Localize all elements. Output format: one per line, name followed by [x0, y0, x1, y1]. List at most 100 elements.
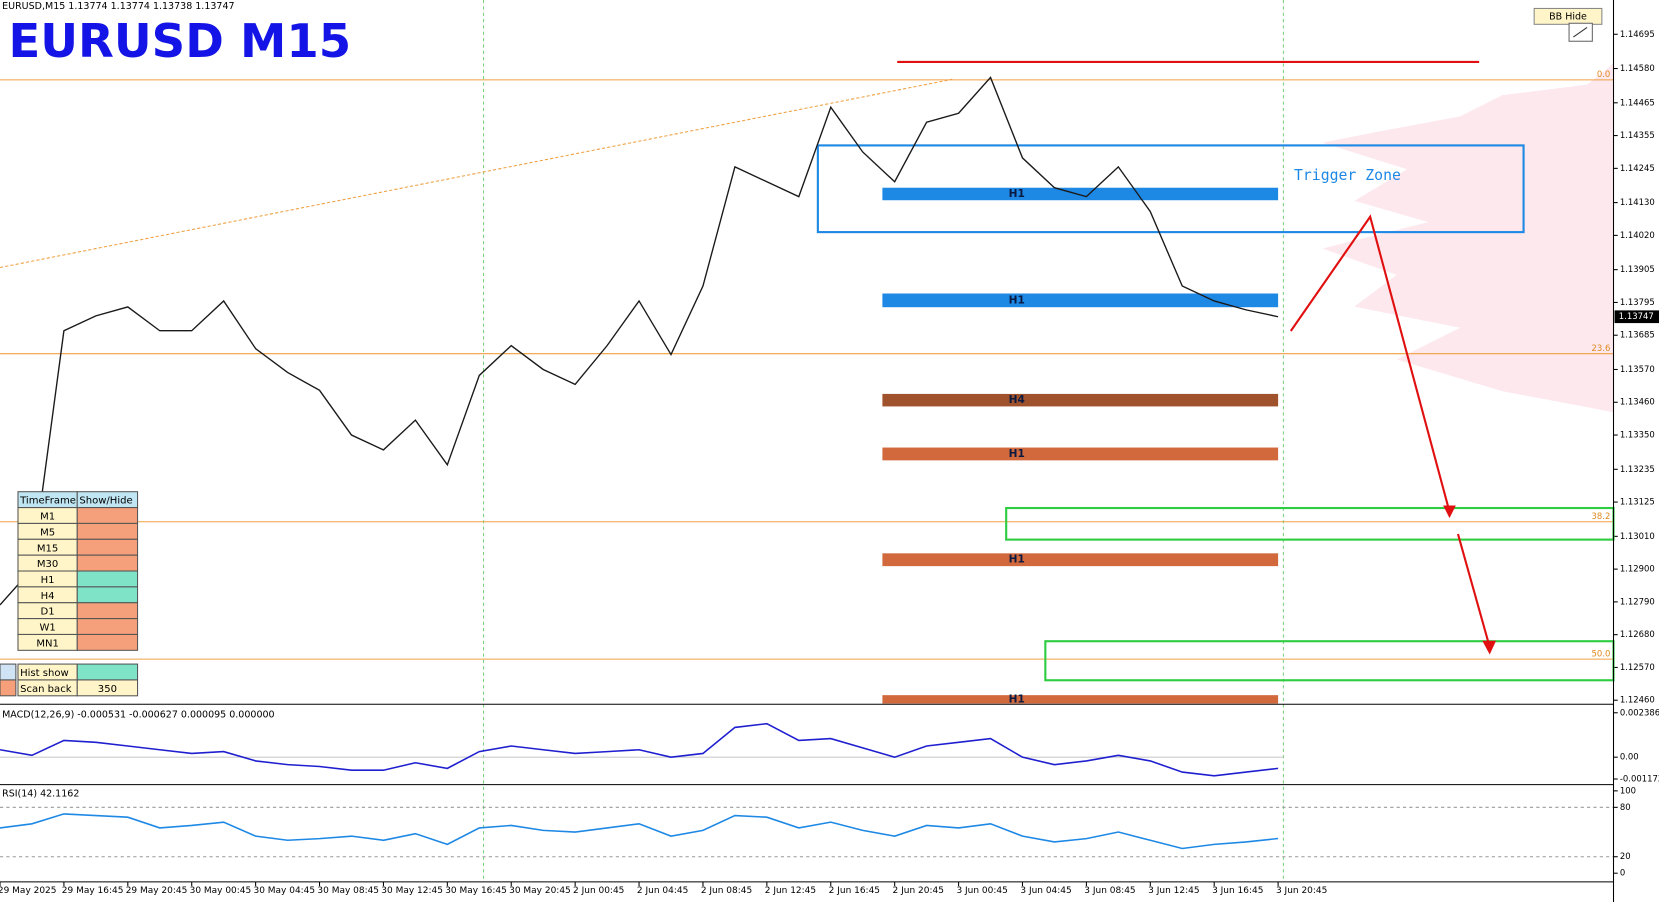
fib-label: 23.6 [1591, 343, 1610, 353]
scan-input[interactable] [76, 679, 139, 697]
zone [882, 393, 1279, 407]
arrow-head [1443, 505, 1456, 519]
table-header-label: TimeFrame [19, 496, 76, 507]
y-tick-label: 1.13460 [1620, 397, 1655, 407]
x-tick-label: 3 Jun 04:45 [1020, 886, 1071, 896]
y-tick-label: 1.13905 [1620, 264, 1655, 274]
x-tick-label: 3 Jun 12:45 [1148, 886, 1199, 896]
toggle-cell[interactable] [76, 554, 139, 572]
y-tick-label: 80 [1620, 802, 1631, 812]
x-tick-label: 3 Jun 16:45 [1212, 886, 1263, 896]
projection-arrow [1289, 214, 1451, 513]
x-tick-label: 30 May 16:45 [445, 886, 507, 896]
timeframe-label: M5 [40, 527, 55, 538]
y-tick-label: 1.12790 [1620, 596, 1655, 606]
timeframe-label: H4 [41, 591, 55, 602]
x-tick-label: 30 May 00:45 [190, 886, 252, 896]
zone-label: H1 [1009, 188, 1025, 200]
rsi-title: RSI(14) 42.1162 [2, 789, 79, 800]
fib-label: 0.0 [1597, 69, 1610, 79]
panel-icon[interactable] [0, 663, 17, 681]
x-tick-label: 29 May 2025 [0, 886, 56, 896]
toggle-cell[interactable] [76, 586, 139, 604]
y-tick-label: 1.14245 [1620, 163, 1655, 173]
zone-label: H1 [1009, 554, 1025, 566]
zone [882, 447, 1279, 461]
toggle-cell[interactable] [76, 570, 139, 588]
zone-label: H1 [1009, 693, 1025, 705]
hist-label: Hist show [20, 668, 69, 679]
last-price-label: 1.13747 [1619, 311, 1654, 321]
timeframe-label: MN1 [36, 638, 59, 649]
projection-arrow [1456, 533, 1491, 648]
x-tick-label: 2 Jun 12:45 [765, 886, 816, 896]
plot-layer: 1.14695 1.14580 1.14465 1.14355 1.14245 1.141… [0, 29, 1659, 896]
zone-label: H1 [1009, 294, 1025, 306]
timeframe-panel: TimeFrame Show/Hide M1 M5 M15 M30 H1 H4 D1 W1 MN1 H… [0, 491, 139, 697]
timeframe-label: H1 [41, 575, 55, 586]
series-line [0, 76, 1279, 606]
timeframe-label: M30 [37, 559, 58, 570]
x-tick-label: 2 Jun 20:45 [893, 886, 944, 896]
y-tick-label: 1.14355 [1620, 130, 1655, 140]
toggle-cell[interactable] [76, 507, 139, 524]
y-tick-label: 1.13570 [1620, 364, 1655, 374]
x-tick-label: 2 Jun 08:45 [701, 886, 752, 896]
scan-value: 350 [98, 684, 117, 695]
y-tick-label: 1.14130 [1620, 197, 1655, 207]
x-tick-label: 3 Jun 20:45 [1276, 886, 1327, 896]
y-tick-label: 100 [1620, 785, 1636, 795]
toggle-cell[interactable] [76, 602, 139, 620]
series-line [0, 813, 1279, 850]
x-tick-label: 2 Jun 16:45 [829, 886, 880, 896]
panel-icon[interactable] [0, 679, 17, 697]
x-tick-label: 30 May 20:45 [509, 886, 571, 896]
y-tick-label: 1.13010 [1620, 531, 1655, 541]
timeframe-label: W1 [39, 623, 55, 634]
macd-title: MACD(12,26,9) -0.000531 -0.000627 0.0000… [2, 709, 274, 720]
y-tick-label: 1.14580 [1620, 63, 1655, 73]
toggle-cell[interactable] [76, 538, 139, 556]
y-tick-label: 1.13350 [1620, 430, 1655, 440]
chart-title: EURUSD M15 [8, 14, 351, 68]
hist-toggle[interactable] [76, 663, 139, 681]
y-tick-label: 1.12570 [1620, 662, 1655, 672]
y-tick-label: 1.13685 [1620, 330, 1655, 340]
y-tick-label: 1.13235 [1620, 464, 1655, 474]
y-tick-label: 1.14020 [1620, 230, 1655, 240]
x-tick-label: 2 Jun 00:45 [573, 886, 624, 896]
trend-line [0, 78, 953, 269]
zone [882, 553, 1279, 567]
x-tick-label: 3 Jun 08:45 [1084, 886, 1135, 896]
zone [816, 144, 1525, 234]
scan-label: Scan back [20, 684, 72, 695]
y-tick-label: 0 [1620, 868, 1625, 878]
arrow-head [1482, 640, 1497, 655]
zone [882, 187, 1279, 201]
y-tick-label: 20 [1620, 851, 1631, 861]
volume-profile [1322, 63, 1614, 413]
y-tick-label: 1.13795 [1620, 297, 1655, 307]
series-line [0, 722, 1279, 777]
x-tick-label: 29 May 16:45 [62, 886, 124, 896]
bb-hide-button[interactable] [1533, 7, 1603, 25]
zone [882, 293, 1279, 308]
tool-icon-stroke [1572, 27, 1588, 38]
toggle-cell[interactable] [76, 618, 139, 635]
zone [882, 695, 1279, 704]
y-tick-label: 1.12460 [1620, 695, 1655, 705]
bb-hide-label[interactable]: BB Hide [1549, 11, 1587, 22]
x-tick-label: 30 May 04:45 [254, 886, 316, 896]
toggle-cell[interactable] [76, 633, 139, 651]
y-tick-label: 1.14695 [1620, 29, 1655, 39]
y-tick-label: 1.12900 [1620, 564, 1655, 574]
table-header-label: Show/Hide [79, 496, 132, 507]
zone-label: H1 [1009, 448, 1025, 460]
toggle-cell[interactable] [76, 522, 139, 540]
timeframe-label: M15 [37, 543, 58, 554]
zone-label: H4 [1009, 394, 1025, 406]
y-tick-label: -0.001172 [1620, 774, 1659, 784]
y-tick-label: 1.13125 [1620, 497, 1655, 507]
last-price-box [1614, 310, 1659, 324]
